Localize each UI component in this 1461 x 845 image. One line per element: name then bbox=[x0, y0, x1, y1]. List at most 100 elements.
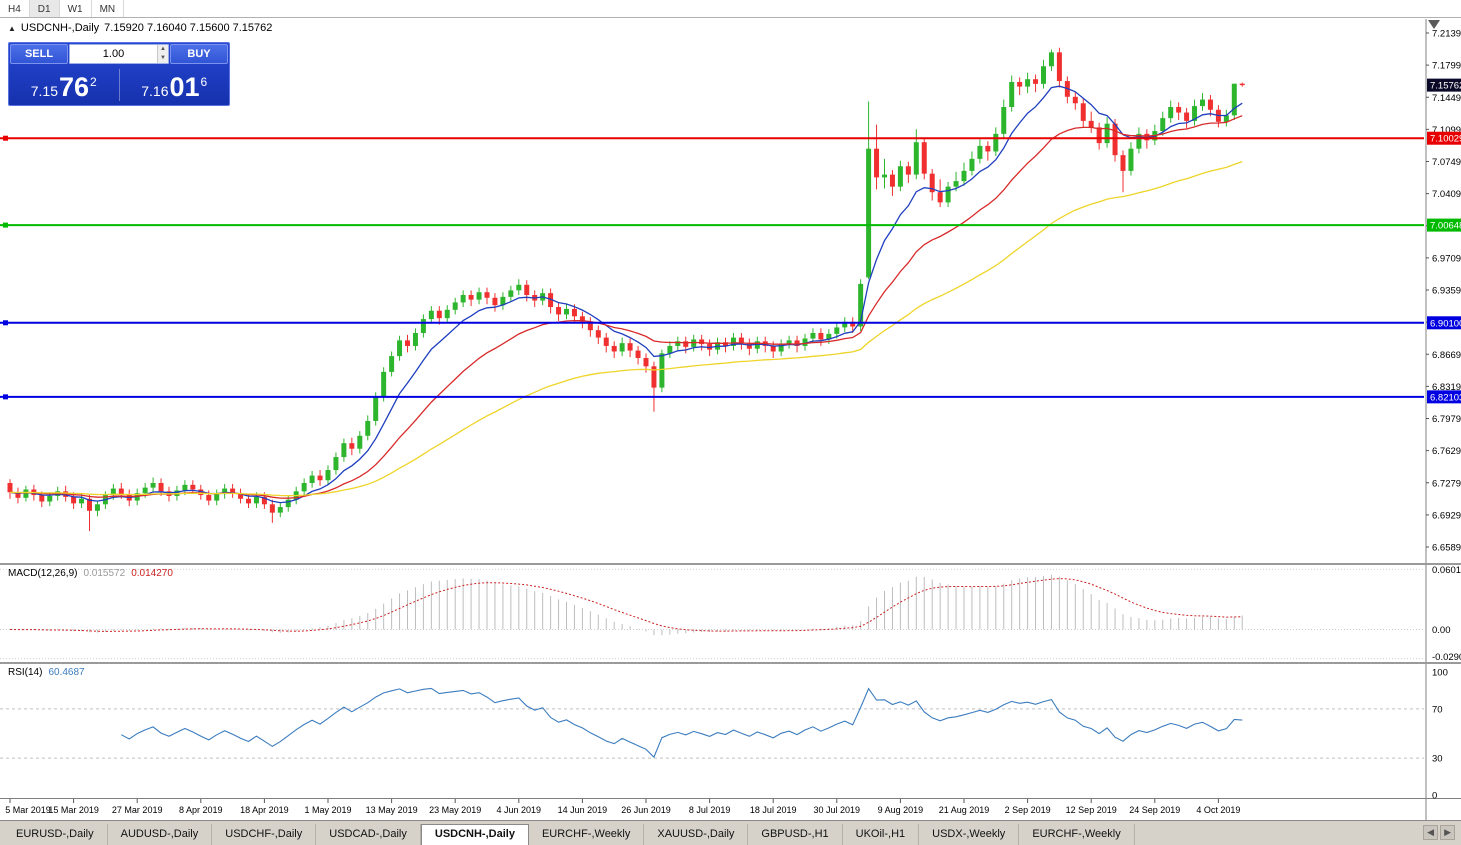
candle-body bbox=[1200, 99, 1205, 107]
ask-price[interactable]: 7.16 01 6 bbox=[120, 65, 230, 105]
price-axis-tick: 6.97090 bbox=[1432, 253, 1461, 264]
trade-panel-prices: 7.15 76 2 7.16 01 6 bbox=[9, 65, 229, 105]
level-handle-1[interactable] bbox=[3, 222, 8, 228]
candle-body bbox=[715, 342, 721, 350]
candle-body bbox=[253, 496, 259, 504]
price-axis-tick: 7.21390 bbox=[1432, 29, 1461, 40]
ma-line-slow bbox=[9, 160, 1243, 497]
ask-price-point: 6 bbox=[200, 75, 208, 89]
chart-tab-4[interactable]: USDCNH-,Daily bbox=[420, 824, 529, 845]
chart-tab-3[interactable]: USDCAD-,Daily bbox=[316, 824, 421, 845]
chart-tab-9[interactable]: USDX-,Weekly bbox=[919, 824, 1020, 845]
chart-symbol-label: USDCNH-,Daily bbox=[20, 22, 100, 34]
chart-tab-10[interactable]: EURCHF-,Weekly bbox=[1019, 824, 1135, 845]
timeframe-button-h4[interactable]: H4 bbox=[0, 0, 30, 17]
candle-body bbox=[730, 337, 736, 346]
rsi-axis-tick: 100 bbox=[1432, 668, 1448, 679]
candle-body bbox=[1207, 99, 1213, 110]
candle-body bbox=[1104, 123, 1110, 144]
macd-signal-line bbox=[9, 578, 1243, 632]
bid-price-major: 7.15 bbox=[30, 83, 58, 99]
chart-tab-6[interactable]: XAUUSD-,Daily bbox=[644, 824, 749, 845]
tab-scroll-right-icon[interactable]: ▶ bbox=[1440, 825, 1455, 840]
candle-body bbox=[206, 495, 212, 501]
price-axis-tick: 6.72790 bbox=[1432, 478, 1461, 489]
candle-body bbox=[961, 170, 967, 182]
chart-tab-2[interactable]: USDCHF-,Daily bbox=[212, 824, 317, 845]
macd-value-signal: 0.014270 bbox=[131, 568, 173, 579]
buy-button[interactable]: BUY bbox=[170, 44, 228, 64]
price-axis-tick: 7.00590 bbox=[1432, 221, 1461, 232]
date-axis-label: 8 Apr 2019 bbox=[179, 805, 223, 815]
date-axis-label: 8 Jul 2019 bbox=[689, 805, 731, 815]
candle-body bbox=[246, 498, 251, 504]
chart-tab-0[interactable]: EURUSD-,Daily bbox=[3, 824, 108, 845]
candle-body bbox=[420, 319, 426, 333]
candle-body bbox=[1041, 66, 1046, 84]
panel-splitter-1[interactable] bbox=[0, 563, 1461, 565]
tab-scroll-buttons: ◀ ▶ bbox=[1423, 825, 1461, 845]
candle-body bbox=[1231, 83, 1237, 116]
volume-up-arrow-icon[interactable]: ▲ bbox=[158, 45, 168, 54]
candle-body bbox=[738, 337, 744, 344]
candle-body bbox=[500, 296, 506, 306]
bid-price-point: 2 bbox=[90, 75, 97, 89]
candle-body bbox=[651, 366, 657, 388]
level-handle-3[interactable] bbox=[3, 394, 8, 400]
chart-tab-1[interactable]: AUDUSD-,Daily bbox=[108, 824, 213, 845]
level-price-tag-text-0: 7.10029 bbox=[1430, 134, 1461, 145]
candle-body bbox=[484, 292, 490, 298]
date-axis-label: 18 Jul 2019 bbox=[750, 805, 797, 815]
candle-body bbox=[786, 340, 792, 345]
panel-splitter-2[interactable] bbox=[0, 662, 1461, 664]
chart-tab-5[interactable]: EURCHF-,Weekly bbox=[529, 824, 645, 845]
candle-body bbox=[699, 339, 705, 345]
candle-body bbox=[373, 396, 379, 421]
candle-body bbox=[1144, 133, 1150, 141]
candle-body bbox=[365, 420, 371, 436]
candle-body bbox=[1056, 52, 1062, 82]
date-axis-label: 4 Jun 2019 bbox=[497, 805, 542, 815]
candle-body bbox=[230, 488, 236, 494]
date-axis-label: 12 Sep 2019 bbox=[1066, 805, 1117, 815]
candle-body bbox=[405, 340, 410, 346]
date-axis-label: 23 May 2019 bbox=[429, 805, 481, 815]
bid-price[interactable]: 7.15 76 2 bbox=[9, 65, 119, 105]
chart-tab-7[interactable]: GBPUSD-,H1 bbox=[748, 824, 843, 845]
timeframe-button-mn[interactable]: MN bbox=[92, 0, 125, 17]
candle-body bbox=[1239, 83, 1245, 86]
date-axis-label: 2 Sep 2019 bbox=[1005, 805, 1051, 815]
candle-body bbox=[675, 341, 681, 346]
chart-tab-8[interactable]: UKOil-,H1 bbox=[843, 824, 920, 845]
level-handle-2[interactable] bbox=[3, 320, 8, 326]
one-click-panel-toggle-icon[interactable]: ▲ bbox=[8, 23, 16, 33]
sell-button[interactable]: SELL bbox=[10, 44, 68, 64]
current-price-tag-text: 7.15762 bbox=[1430, 81, 1461, 92]
candle-body bbox=[182, 484, 188, 491]
candle-body bbox=[436, 310, 442, 319]
date-axis-label: 13 May 2019 bbox=[366, 805, 418, 815]
ask-price-major: 7.16 bbox=[141, 83, 169, 99]
candle-body bbox=[810, 332, 816, 339]
volume-down-arrow-icon[interactable]: ▼ bbox=[158, 54, 168, 63]
volume-value[interactable]: 1.00 bbox=[102, 48, 125, 60]
tab-scroll-left-icon[interactable]: ◀ bbox=[1423, 825, 1439, 840]
price-axis-tick: 7.10990 bbox=[1432, 125, 1461, 136]
candle-body bbox=[1088, 120, 1094, 128]
candle-body bbox=[55, 491, 61, 496]
timeframe-toolbar: H4 D1 W1 MN bbox=[0, 0, 1461, 18]
date-axis-label: 21 Aug 2019 bbox=[939, 805, 990, 815]
level-handle-0[interactable] bbox=[3, 135, 8, 141]
candle-body bbox=[746, 343, 752, 349]
candle-body bbox=[850, 321, 856, 327]
timeframe-button-w1[interactable]: W1 bbox=[60, 0, 92, 17]
chart-shift-marker-icon[interactable] bbox=[1428, 20, 1440, 29]
candle-body bbox=[723, 342, 728, 346]
candle-body bbox=[874, 148, 880, 178]
rsi-name: RSI(14) bbox=[8, 667, 43, 678]
candle-body bbox=[1168, 106, 1174, 119]
candle-body bbox=[762, 341, 768, 346]
volume-field[interactable]: 1.00 ▲ ▼ bbox=[69, 44, 169, 64]
timeframe-button-d1[interactable]: D1 bbox=[29, 0, 60, 17]
